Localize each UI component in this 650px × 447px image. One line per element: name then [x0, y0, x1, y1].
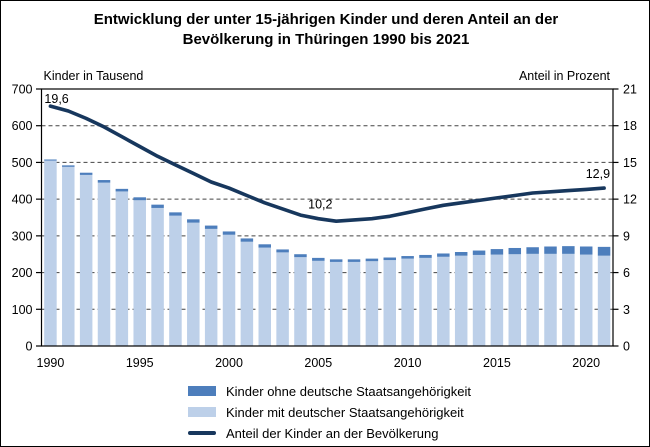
svg-text:300: 300 [12, 229, 33, 243]
chart-title-line1: Entwicklung der unter 15-jährigen Kinder… [93, 11, 559, 28]
svg-text:2010: 2010 [394, 356, 422, 370]
annotations: 19,6 10,2 12,9 [44, 92, 610, 212]
foreign-bar-swatch-icon [188, 386, 216, 396]
svg-text:600: 600 [12, 119, 33, 133]
svg-text:1990: 1990 [37, 356, 65, 370]
chart-title: Entwicklung der unter 15-jährigen Kinder… [1, 10, 649, 50]
plot-frame [40, 88, 614, 347]
svg-text:2005: 2005 [304, 356, 332, 370]
chart-legend: Kinder ohne deutsche Staatsangehörigkeit… [188, 383, 472, 446]
svg-text:0: 0 [26, 340, 33, 354]
legend-item-german: Kinder mit deutscher Staatsangehörigkeit [188, 404, 471, 420]
svg-text:0: 0 [623, 340, 630, 354]
svg-text:18: 18 [623, 119, 637, 133]
x-axis: 1990 1995 2000 2005 2010 2015 2020 [37, 356, 601, 370]
share-line-swatch-icon [188, 431, 216, 435]
svg-text:3: 3 [623, 303, 630, 317]
legend-label-foreign: Kinder ohne deutsche Staatsangehörigkeit [226, 383, 472, 399]
legend-item-share-line: Anteil der Kinder an der Bevölkerung [188, 425, 471, 441]
bars-german [44, 160, 611, 346]
svg-text:200: 200 [12, 266, 33, 280]
svg-text:12,9: 12,9 [586, 167, 610, 181]
svg-text:700: 700 [12, 83, 33, 97]
svg-text:15: 15 [623, 156, 637, 170]
bars-foreign [44, 159, 611, 262]
german-bar-swatch-icon [188, 407, 216, 417]
svg-text:Kinder in Tausend: Kinder in Tausend [44, 69, 144, 83]
svg-text:500: 500 [12, 156, 33, 170]
legend-label-share-line: Anteil der Kinder an der Bevölkerung [226, 425, 439, 441]
svg-text:2015: 2015 [483, 356, 511, 370]
svg-text:6: 6 [623, 266, 630, 280]
legend-label-german: Kinder mit deutscher Staatsangehörigkeit [226, 404, 464, 420]
svg-text:2000: 2000 [215, 356, 243, 370]
legend-item-foreign: Kinder ohne deutsche Staatsangehörigkeit [188, 383, 472, 399]
left-axis: 0 100 200 300 400 500 600 700 Kinder in Tausend [12, 69, 144, 354]
svg-text:1995: 1995 [126, 356, 154, 370]
share-line [48, 104, 606, 223]
svg-text:10,2: 10,2 [308, 198, 332, 212]
svg-text:19,6: 19,6 [44, 92, 68, 106]
svg-text:2020: 2020 [572, 356, 600, 370]
svg-text:9: 9 [623, 229, 630, 243]
svg-text:21: 21 [623, 83, 637, 97]
svg-text:100: 100 [12, 303, 33, 317]
svg-text:400: 400 [12, 193, 33, 207]
svg-text:12: 12 [623, 193, 637, 207]
right-axis: 0 3 6 9 12 15 18 21 Anteil in Prozent [519, 69, 637, 354]
chart-title-line2: Bevölkerung in Thüringen 1990 bis 2021 [182, 31, 470, 48]
svg-text:Anteil in Prozent: Anteil in Prozent [519, 69, 611, 83]
